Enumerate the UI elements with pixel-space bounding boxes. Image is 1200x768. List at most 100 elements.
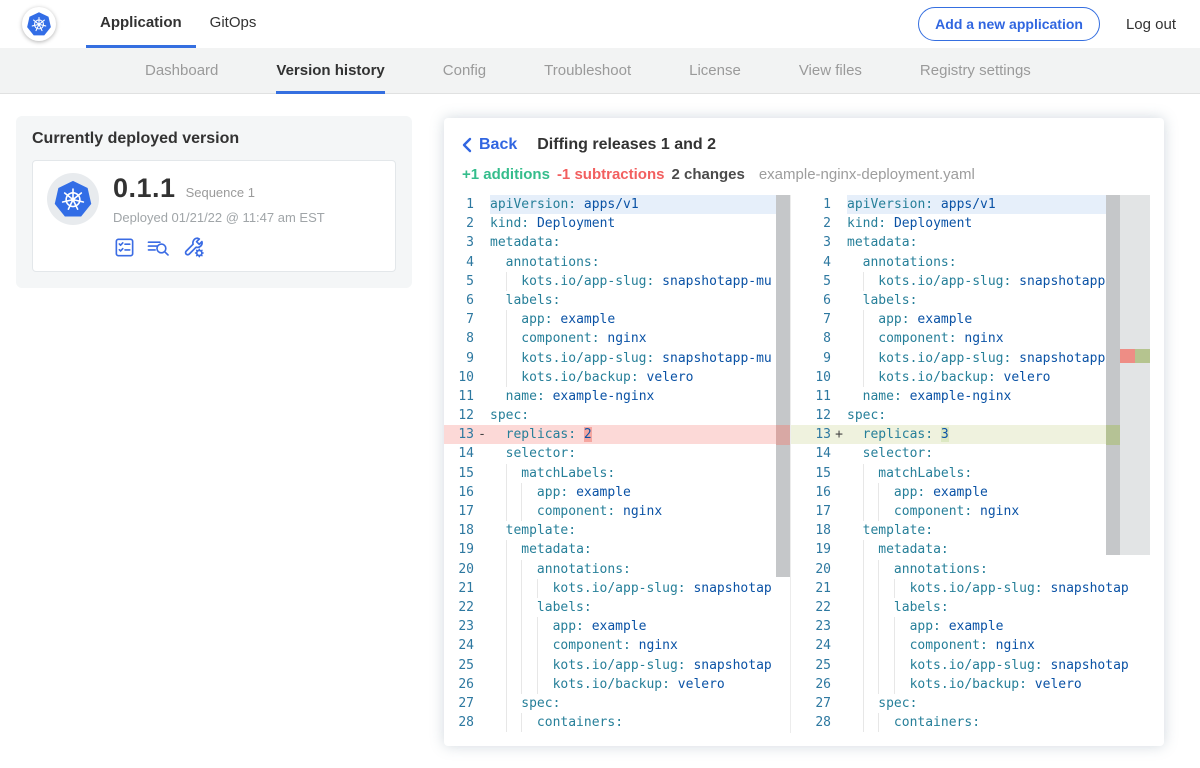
code-line: 26 kots.io/backup: velero <box>791 675 1150 694</box>
code-line: 20 annotations: <box>444 560 790 579</box>
logout-button[interactable]: Log out <box>1125 15 1176 33</box>
kubernetes-app-icon <box>47 173 99 225</box>
code-line: 24 component: nginx <box>791 636 1150 655</box>
modified-code: 1 apiVersion: apps/v1 2 kind: Deployment 3 me… <box>791 195 1150 732</box>
code-line: 13 + replicas: 3 <box>791 425 1150 445</box>
code-line: 25 kots.io/app-slug: snapshotap <box>791 656 1150 675</box>
code-line: 11 name: example-nginx <box>815 388 1012 404</box>
code-line: 5 kots.io/app-slug: snapshotapp-mu <box>444 272 790 291</box>
subnav-item-config[interactable]: Config <box>442 61 487 79</box>
code-line: 10 kots.io/backup: velero <box>791 368 1150 387</box>
code-line: 4 annotations: <box>823 254 957 270</box>
code-line: 27 spec: <box>444 694 790 713</box>
code-line: 27 spec: <box>791 694 1150 713</box>
tab-application[interactable]: Application <box>86 0 196 48</box>
scrollbar-thumb[interactable] <box>776 195 790 577</box>
code-line: 14 selector: <box>458 446 577 462</box>
code-line: 5 kots.io/app-slug: snapshotapp-mu <box>791 272 1150 291</box>
version-details: 0.1.1 Sequence 1 Deployed 01/21/22 @ 11:… <box>113 173 325 259</box>
code-line: 2 kind: Deployment <box>466 216 616 232</box>
code-line: 15 matchLabels: <box>791 464 1150 483</box>
scrollbar-insertion-mark <box>1106 425 1120 445</box>
diff-header: Back Diffing releases 1 and 2 <box>462 136 1150 154</box>
code-line: 12 spec: <box>815 408 887 424</box>
subtractions-count: -1 subtractions <box>556 166 665 183</box>
diff-editor: 1 apiVersion: apps/v1 2 kind: Deployment 3 me… <box>444 195 1150 733</box>
sequence-label: Sequence 1 <box>185 185 255 200</box>
code-line: 13- replicas: 2 <box>444 425 790 445</box>
diff-stats: +1 additions -1 subtractions 2 changes e… <box>462 166 1150 183</box>
code-line: 15 matchLabels: <box>444 464 790 483</box>
code-line: 17 component: nginx <box>791 502 1150 521</box>
code-line: 16 app: example <box>444 483 790 502</box>
code-line: 8 component: nginx <box>444 329 790 348</box>
code-line: 25 kots.io/app-slug: snapshotap <box>444 656 790 675</box>
code-line: 7 app: example <box>791 310 1150 329</box>
main-content: Currently deployed version 0 <box>0 94 1200 768</box>
deployed-card-title: Currently deployed version <box>32 130 240 147</box>
code-line: 9 kots.io/app-slug: snapshotapp-mu <box>444 349 790 368</box>
version-number: 0.1.1 <box>113 173 176 203</box>
code-line: 24 component: nginx <box>444 636 790 655</box>
version-action-icons <box>113 235 325 259</box>
code-line: 2 kind: Deployment <box>823 216 973 232</box>
subnav-item-dashboard[interactable]: Dashboard <box>145 61 219 79</box>
diff-title: Diffing releases 1 and 2 <box>537 136 716 153</box>
kubernetes-logo-icon <box>22 7 56 41</box>
code-line: 14 selector: <box>815 446 934 462</box>
code-line: 12 spec: <box>458 408 530 424</box>
code-line: 28 containers: <box>791 713 1150 732</box>
currently-deployed-card: Currently deployed version 0 <box>16 116 412 288</box>
overview-ruler <box>1120 195 1150 555</box>
deployed-timestamp: Deployed 01/21/22 @ 11:47 am EST <box>113 210 325 225</box>
code-line: 23 app: example <box>444 617 790 636</box>
wrench-gear-icon[interactable] <box>182 235 206 259</box>
subnav-item-view-files[interactable]: View files <box>798 61 862 79</box>
diff-pane-modified[interactable]: 1 apiVersion: apps/v1 2 kind: Deployment 3 me… <box>790 195 1150 733</box>
subnav-item-version-history[interactable]: Version history <box>276 48 384 94</box>
code-line: 3 metadata: <box>466 235 561 251</box>
log-search-icon[interactable] <box>146 236 172 259</box>
code-line: 21 kots.io/app-slug: snapshotap <box>444 579 790 598</box>
code-line: 16 app: example <box>791 483 1150 502</box>
code-line: 6 labels: <box>466 292 561 308</box>
code-line: 8 component: nginx <box>791 329 1150 348</box>
code-line: 9 kots.io/app-slug: snapshotapp-mu <box>791 349 1150 368</box>
code-line: 4 annotations: <box>466 254 600 270</box>
subnav-item-registry-settings[interactable]: Registry settings <box>919 61 1031 79</box>
back-label: Back <box>479 136 518 153</box>
code-line: 18 template: <box>815 523 934 539</box>
code-line: 22 labels: <box>444 598 790 617</box>
chevron-left-icon <box>462 137 472 153</box>
code-line: 11 name: example-nginx <box>458 388 655 404</box>
diff-filename: example-nginx-deployment.yaml <box>758 166 975 183</box>
topnav-tabs: Application GitOps <box>86 0 270 48</box>
add-application-button[interactable]: Add a new application <box>918 7 1100 41</box>
code-line: 21 kots.io/app-slug: snapshotap <box>791 579 1150 598</box>
ruler-deletion-mark <box>1120 349 1135 363</box>
code-line: 28 containers: <box>444 713 790 732</box>
code-line: 26 kots.io/backup: velero <box>444 675 790 694</box>
diff-pane-original[interactable]: 1 apiVersion: apps/v1 2 kind: Deployment 3 me… <box>444 195 790 733</box>
code-line: 22 labels: <box>791 598 1150 617</box>
code-line: 1 apiVersion: apps/v1 <box>791 195 1150 215</box>
code-line: 19 metadata: <box>791 540 1150 559</box>
additions-count: +1 additions <box>462 166 550 183</box>
subnav-item-troubleshoot[interactable]: Troubleshoot <box>544 61 632 79</box>
code-line: 7 app: example <box>444 310 790 329</box>
checklist-icon[interactable] <box>113 236 136 259</box>
scrollbar-deletion-mark <box>776 425 790 445</box>
subnav-item-license[interactable]: License <box>689 61 741 79</box>
back-link[interactable]: Back <box>462 136 517 154</box>
diff-card: Back Diffing releases 1 and 2 +1 additio… <box>444 118 1164 746</box>
code-line: 17 component: nginx <box>444 502 790 521</box>
original-code: 1 apiVersion: apps/v1 2 kind: Deployment 3 me… <box>444 195 790 732</box>
top-nav: Application GitOps Add a new application… <box>0 0 1200 48</box>
changes-count: 2 changes <box>671 166 745 183</box>
scrollbar-thumb[interactable] <box>1106 195 1120 555</box>
code-line: 23 app: example <box>791 617 1150 636</box>
code-line: 10 kots.io/backup: velero <box>444 368 790 387</box>
app-sub-nav: Dashboard Version history Config Trouble… <box>0 48 1200 94</box>
code-line: 6 labels: <box>823 292 918 308</box>
tab-gitops[interactable]: GitOps <box>209 14 257 31</box>
